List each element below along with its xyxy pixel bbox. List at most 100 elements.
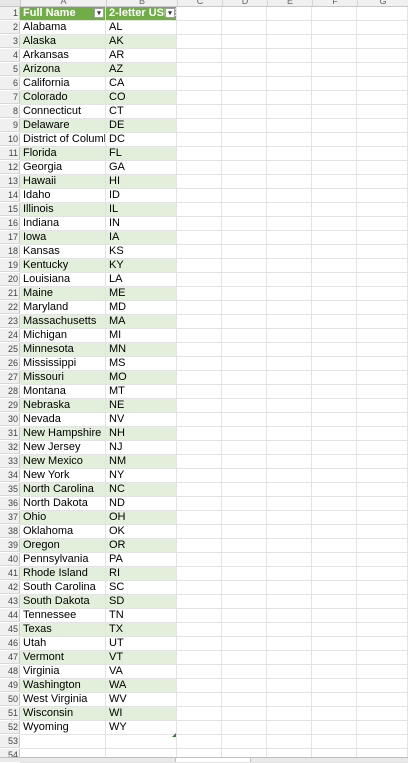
row-header[interactable]: 11 bbox=[0, 147, 20, 160]
cell-full-name[interactable]: Illinois bbox=[20, 203, 106, 217]
empty-cell[interactable] bbox=[177, 525, 222, 539]
cell-full-name[interactable]: North Carolina bbox=[20, 483, 106, 497]
empty-cell[interactable] bbox=[267, 455, 312, 469]
empty-cell[interactable] bbox=[267, 385, 312, 399]
empty-cell[interactable] bbox=[222, 49, 267, 63]
empty-cell[interactable] bbox=[357, 665, 408, 679]
empty-cell[interactable] bbox=[312, 665, 357, 679]
empty-cell[interactable] bbox=[177, 637, 222, 651]
cell-usps-code[interactable]: MO bbox=[106, 371, 177, 385]
empty-cell[interactable] bbox=[357, 7, 408, 21]
empty-cell[interactable] bbox=[222, 637, 267, 651]
empty-cell[interactable] bbox=[357, 595, 408, 609]
empty-cell[interactable] bbox=[312, 35, 357, 49]
row-header[interactable]: 43 bbox=[0, 595, 20, 608]
empty-cell[interactable] bbox=[177, 147, 222, 161]
cell-usps-code[interactable]: UT bbox=[106, 637, 177, 651]
cell-full-name[interactable]: Texas bbox=[20, 623, 106, 637]
empty-cell[interactable] bbox=[357, 273, 408, 287]
empty-cell[interactable] bbox=[312, 119, 357, 133]
empty-cell[interactable] bbox=[312, 175, 357, 189]
empty-cell[interactable] bbox=[312, 133, 357, 147]
empty-cell[interactable] bbox=[267, 511, 312, 525]
empty-cell[interactable] bbox=[312, 539, 357, 553]
row-header[interactable]: 53 bbox=[0, 735, 20, 748]
empty-cell[interactable] bbox=[222, 7, 267, 21]
empty-cell[interactable] bbox=[357, 21, 408, 35]
empty-cell[interactable] bbox=[312, 721, 357, 735]
empty-cell[interactable] bbox=[312, 231, 357, 245]
empty-cell[interactable] bbox=[222, 441, 267, 455]
cell-full-name[interactable]: Hawaii bbox=[20, 175, 106, 189]
empty-cell[interactable] bbox=[267, 427, 312, 441]
cell-usps-code[interactable]: OH bbox=[106, 511, 177, 525]
empty-cell[interactable] bbox=[267, 189, 312, 203]
empty-cell[interactable] bbox=[357, 329, 408, 343]
filter-dropdown-icon[interactable]: ▾ bbox=[165, 8, 175, 18]
empty-cell[interactable] bbox=[222, 21, 267, 35]
cell-full-name[interactable]: New Jersey bbox=[20, 441, 106, 455]
cell-full-name[interactable]: Indiana bbox=[20, 217, 106, 231]
cell-full-name[interactable]: Alabama bbox=[20, 21, 106, 35]
empty-cell[interactable] bbox=[177, 497, 222, 511]
cell-usps-code[interactable]: GA bbox=[106, 161, 177, 175]
empty-cell[interactable] bbox=[357, 623, 408, 637]
empty-cell[interactable] bbox=[222, 63, 267, 77]
row-header[interactable]: 24 bbox=[0, 329, 20, 342]
empty-cell[interactable] bbox=[222, 189, 267, 203]
empty-cell[interactable] bbox=[312, 245, 357, 259]
empty-cell[interactable] bbox=[267, 217, 312, 231]
cell-usps-code[interactable]: DE bbox=[106, 119, 177, 133]
empty-cell[interactable] bbox=[267, 637, 312, 651]
empty-cell[interactable] bbox=[222, 469, 267, 483]
cell-full-name[interactable]: Kansas bbox=[20, 245, 106, 259]
empty-cell[interactable] bbox=[222, 231, 267, 245]
empty-cell[interactable] bbox=[267, 315, 312, 329]
empty-cell[interactable] bbox=[222, 35, 267, 49]
empty-cell[interactable] bbox=[357, 707, 408, 721]
cell-full-name[interactable]: District of Columbia bbox=[20, 133, 106, 147]
empty-cell[interactable] bbox=[177, 301, 222, 315]
empty-cell[interactable] bbox=[357, 497, 408, 511]
empty-cell[interactable] bbox=[357, 91, 408, 105]
empty-cell[interactable] bbox=[357, 721, 408, 735]
empty-cell[interactable] bbox=[312, 441, 357, 455]
cell-usps-code[interactable]: HI bbox=[106, 175, 177, 189]
filter-dropdown-icon[interactable]: ▾ bbox=[94, 8, 104, 18]
empty-cell[interactable] bbox=[312, 497, 357, 511]
empty-cell[interactable] bbox=[357, 231, 408, 245]
row-header[interactable]: 33 bbox=[0, 455, 20, 468]
empty-cell[interactable] bbox=[177, 455, 222, 469]
cell-usps-code[interactable]: ME bbox=[106, 287, 177, 301]
empty-cell[interactable] bbox=[222, 483, 267, 497]
empty-cell[interactable] bbox=[357, 203, 408, 217]
column-header-f[interactable]: F bbox=[313, 0, 358, 6]
empty-cell[interactable] bbox=[312, 651, 357, 665]
empty-cell[interactable] bbox=[357, 679, 408, 693]
empty-cell[interactable] bbox=[222, 259, 267, 273]
row-header[interactable]: 46 bbox=[0, 637, 20, 650]
cell-usps-code[interactable]: MI bbox=[106, 329, 177, 343]
cell-usps-code[interactable]: IA bbox=[106, 231, 177, 245]
empty-cell[interactable] bbox=[177, 679, 222, 693]
empty-cell[interactable] bbox=[222, 371, 267, 385]
empty-cell[interactable] bbox=[267, 35, 312, 49]
empty-cell[interactable] bbox=[357, 315, 408, 329]
cell-usps-code[interactable]: SD bbox=[106, 595, 177, 609]
empty-cell[interactable] bbox=[357, 189, 408, 203]
empty-cell[interactable] bbox=[222, 399, 267, 413]
cell-full-name[interactable]: North Dakota bbox=[20, 497, 106, 511]
cell-usps-code[interactable]: KS bbox=[106, 245, 177, 259]
select-all-corner[interactable] bbox=[0, 0, 21, 6]
cell-full-name[interactable]: Missouri bbox=[20, 371, 106, 385]
empty-cell[interactable] bbox=[222, 301, 267, 315]
empty-cell[interactable] bbox=[267, 231, 312, 245]
cell-full-name[interactable]: Mississippi bbox=[20, 357, 106, 371]
row-header[interactable]: 23 bbox=[0, 315, 20, 328]
cell-usps-code[interactable]: SC bbox=[106, 581, 177, 595]
cell-full-name[interactable]: Wyoming bbox=[20, 721, 106, 735]
empty-cell[interactable] bbox=[312, 147, 357, 161]
empty-cell[interactable] bbox=[357, 35, 408, 49]
empty-cell[interactable] bbox=[177, 203, 222, 217]
cell-full-name[interactable]: Nebraska bbox=[20, 399, 106, 413]
